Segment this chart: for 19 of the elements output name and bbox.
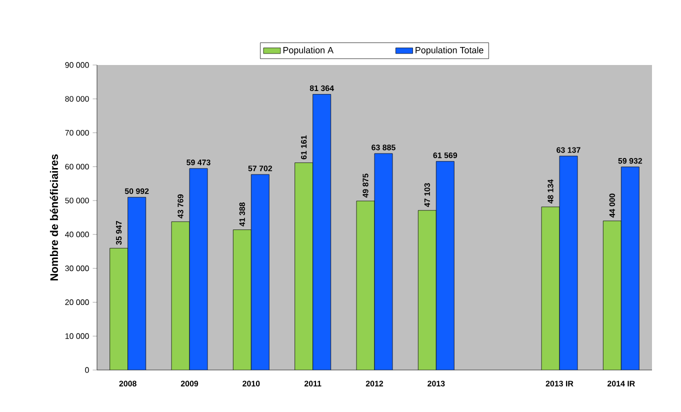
bar [233, 230, 252, 370]
bar [110, 248, 128, 370]
bar [190, 168, 208, 370]
legend-label: Population Totale [416, 46, 484, 56]
bar [418, 210, 436, 370]
bar [436, 161, 454, 370]
bar [172, 222, 190, 370]
bar [602, 220, 622, 370]
bar [374, 154, 392, 370]
bar [294, 162, 313, 370]
bar [312, 94, 331, 370]
legend-label: Population A [283, 46, 334, 56]
bar [620, 166, 640, 370]
bar [251, 174, 270, 370]
y-axis-title: Nombre de bénéficiaires [50, 154, 58, 280]
bar [542, 206, 560, 370]
bar [560, 156, 578, 370]
bar [128, 197, 146, 370]
bar [356, 200, 374, 370]
